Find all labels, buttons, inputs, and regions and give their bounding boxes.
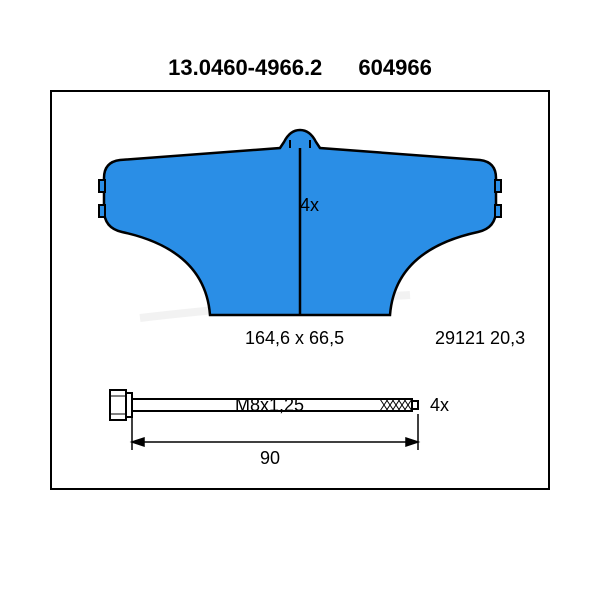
- bolt-length-label: 90: [260, 448, 280, 469]
- pad-quantity-label: 4x: [300, 195, 319, 216]
- brake-pad: [99, 130, 501, 315]
- bolt-spec-label: M8x1,25: [235, 395, 304, 416]
- pad-ref-label: 29121 20,3: [435, 328, 525, 349]
- pad-dimension-label: 164,6 x 66,5: [245, 328, 344, 349]
- short-number: 604966: [358, 55, 431, 81]
- bolt-quantity-label: 4x: [430, 395, 449, 416]
- header: 13.0460-4966.2 604966: [0, 55, 600, 81]
- diagram-svg: Ate: [50, 90, 550, 490]
- bolt-dimension: [132, 414, 418, 450]
- part-number: 13.0460-4966.2: [168, 55, 322, 81]
